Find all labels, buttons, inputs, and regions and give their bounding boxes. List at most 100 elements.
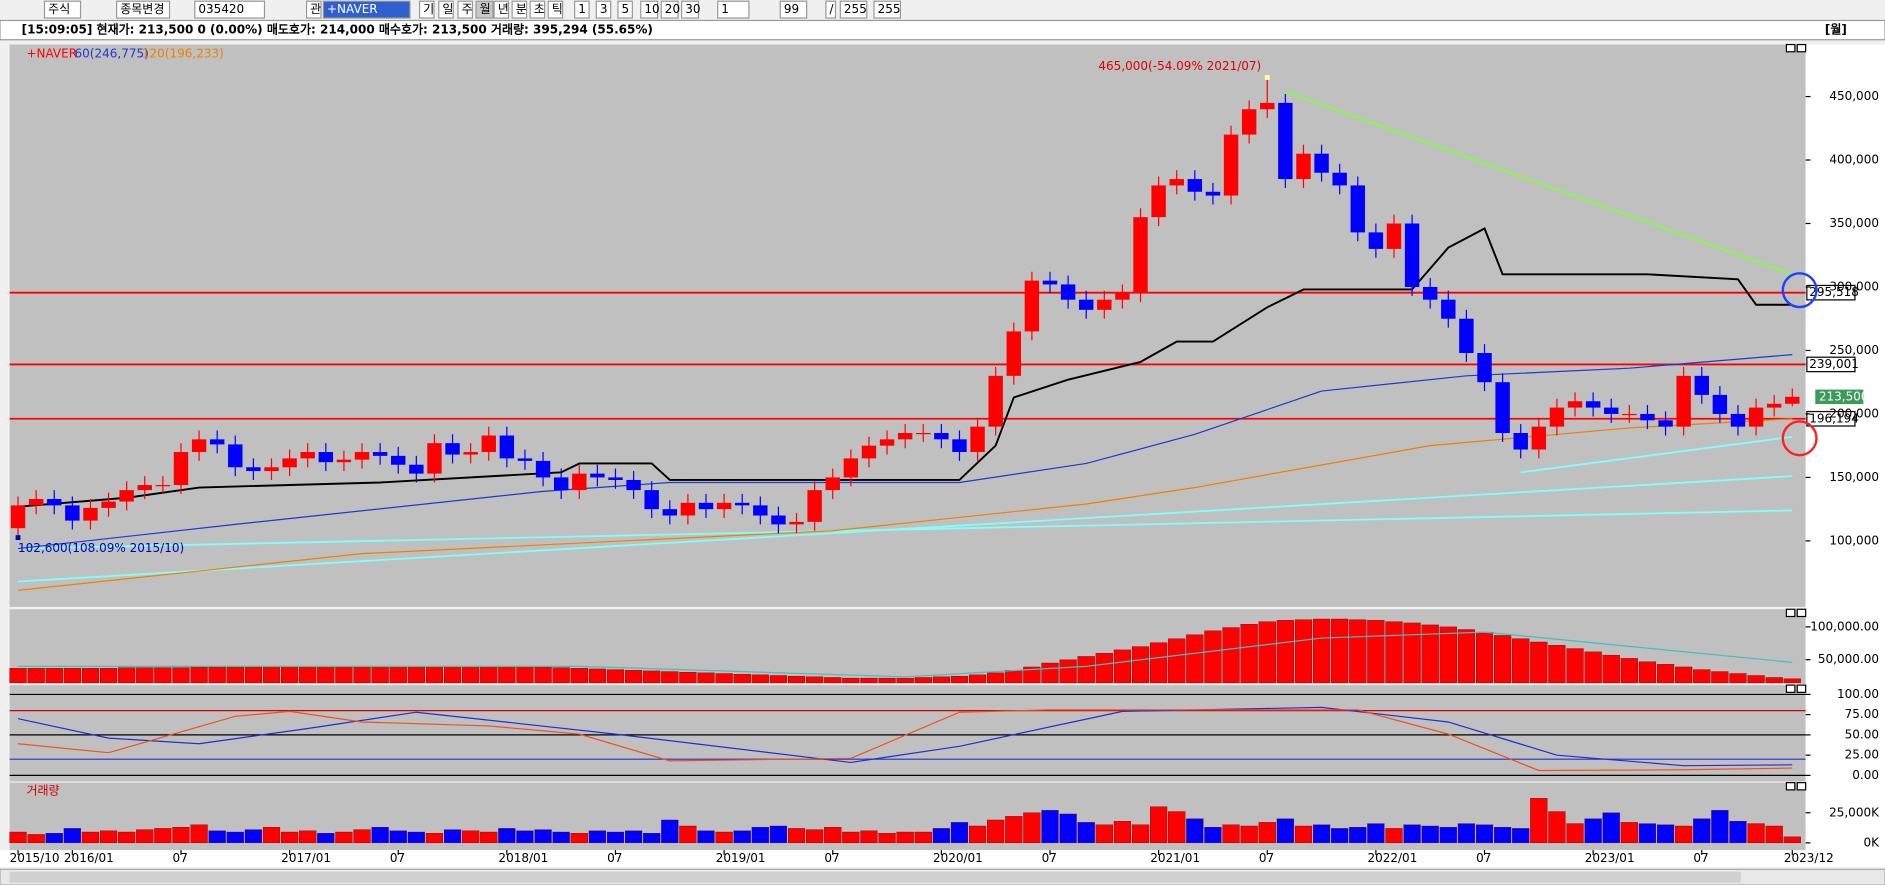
toolbar-button[interactable] [873, 0, 902, 19]
bar [299, 666, 317, 683]
toolbar-label[interactable]: 99 [784, 2, 799, 16]
toolbar-label[interactable]: 255 [878, 2, 901, 16]
bar [353, 829, 371, 844]
panel-button[interactable] [1796, 43, 1807, 53]
bar [371, 827, 389, 844]
toolbar-button[interactable] [418, 0, 435, 19]
candle-body [608, 477, 623, 480]
toolbar-label[interactable]: 분 [516, 2, 527, 16]
toolbar-label[interactable]: 초 [534, 2, 545, 16]
toolbar-button[interactable] [438, 0, 454, 19]
toolbar-button[interactable] [194, 0, 266, 19]
bar [1475, 824, 1494, 844]
bar [208, 666, 226, 683]
bar [824, 677, 842, 683]
toolbar-label[interactable]: 5 [622, 2, 630, 16]
toolbar-button[interactable] [640, 0, 659, 19]
toolbar-label[interactable]: 1 [578, 2, 586, 16]
bar [932, 828, 950, 844]
candle-body [553, 477, 569, 491]
candle-body [228, 444, 243, 468]
candle-body [771, 515, 786, 525]
panel-button[interactable] [1785, 782, 1796, 791]
bar [1131, 646, 1150, 683]
toolbar-label[interactable]: 주 [462, 2, 473, 16]
toolbar-button[interactable] [595, 0, 612, 19]
candle-body [481, 435, 496, 453]
panel-button[interactable] [1785, 684, 1796, 693]
bar [226, 831, 244, 844]
bar [1095, 824, 1113, 844]
panel-button[interactable] [1785, 43, 1796, 53]
toolbar-button[interactable] [529, 0, 546, 19]
toolbar-label[interactable]: 1 [721, 2, 729, 16]
toolbar-button[interactable] [457, 0, 474, 19]
toolbar-button[interactable] [681, 0, 700, 19]
y-tick-label: 0.00 [1852, 768, 1879, 782]
toolbar-button[interactable] [511, 0, 528, 19]
bar [950, 675, 969, 683]
bar [353, 666, 371, 683]
bar [516, 666, 534, 683]
toolbar-button[interactable] [475, 0, 494, 19]
x-tick-label: 2016/01 [64, 851, 114, 865]
toolbar-label[interactable]: 월 [480, 2, 491, 16]
toolbar-button[interactable] [660, 0, 679, 19]
panel-button[interactable] [1796, 684, 1807, 693]
highlight-circle [1781, 420, 1818, 457]
toolbar-label[interactable]: 일 [442, 2, 453, 16]
toolbar-label[interactable]: 255 [844, 2, 867, 16]
toolbar-button[interactable] [322, 0, 411, 19]
toolbar-button[interactable] [779, 0, 808, 19]
bar [769, 675, 788, 683]
toolbar-label[interactable]: 주식 [48, 2, 70, 16]
bar [1620, 822, 1638, 844]
toolbar-label[interactable]: 3 [600, 2, 608, 16]
bar [1584, 818, 1602, 844]
toolbar-label[interactable]: / [829, 2, 834, 16]
level-label: 239,001 [1809, 357, 1859, 371]
candle-body [1097, 299, 1112, 310]
toolbar-button[interactable] [43, 0, 82, 19]
bar [1439, 827, 1457, 844]
toolbar-label[interactable]: 종목변경 [120, 2, 164, 16]
panel-button[interactable] [1796, 782, 1807, 791]
toolbar-label[interactable]: 틱 [552, 2, 563, 16]
bar [896, 831, 914, 844]
toolbar-button[interactable] [825, 0, 837, 19]
toolbar-button[interactable] [493, 0, 510, 19]
toolbar-label[interactable]: 년 [498, 2, 509, 16]
toolbar-label[interactable]: 035420 [198, 2, 244, 16]
toolbar-button[interactable] [717, 0, 750, 19]
toolbar-button[interactable] [617, 0, 633, 19]
panel-button[interactable] [1785, 608, 1796, 618]
toolbar-button[interactable] [305, 0, 322, 19]
bar [1276, 818, 1294, 844]
bar [643, 670, 661, 683]
x-tick-label: 2023/01 [1585, 851, 1635, 865]
bar [244, 829, 262, 844]
bar [27, 668, 45, 683]
toolbar-label[interactable]: 20 [665, 2, 680, 16]
candle-body [1712, 394, 1728, 414]
x-tick-label: 07 [824, 851, 839, 865]
toolbar-label[interactable]: 관 [310, 2, 321, 16]
toolbar-label[interactable]: +NAVER [327, 2, 378, 16]
toolbar-label[interactable]: 기 [423, 2, 434, 16]
bar [190, 666, 208, 683]
bar [172, 667, 190, 683]
toolbar-button[interactable] [547, 0, 564, 19]
toolbar-button[interactable] [839, 0, 868, 19]
bar [1656, 824, 1675, 844]
panel-button[interactable] [1796, 608, 1807, 618]
toolbar-button[interactable] [116, 0, 171, 19]
scroll-thumb[interactable] [9, 871, 1741, 883]
toolbar-label[interactable]: 10 [644, 2, 659, 16]
bar [987, 672, 1005, 683]
toolbar-button[interactable] [574, 0, 590, 19]
bar [1548, 645, 1566, 683]
toolbar-label[interactable]: 30 [685, 2, 700, 16]
candle-body [1730, 413, 1746, 427]
